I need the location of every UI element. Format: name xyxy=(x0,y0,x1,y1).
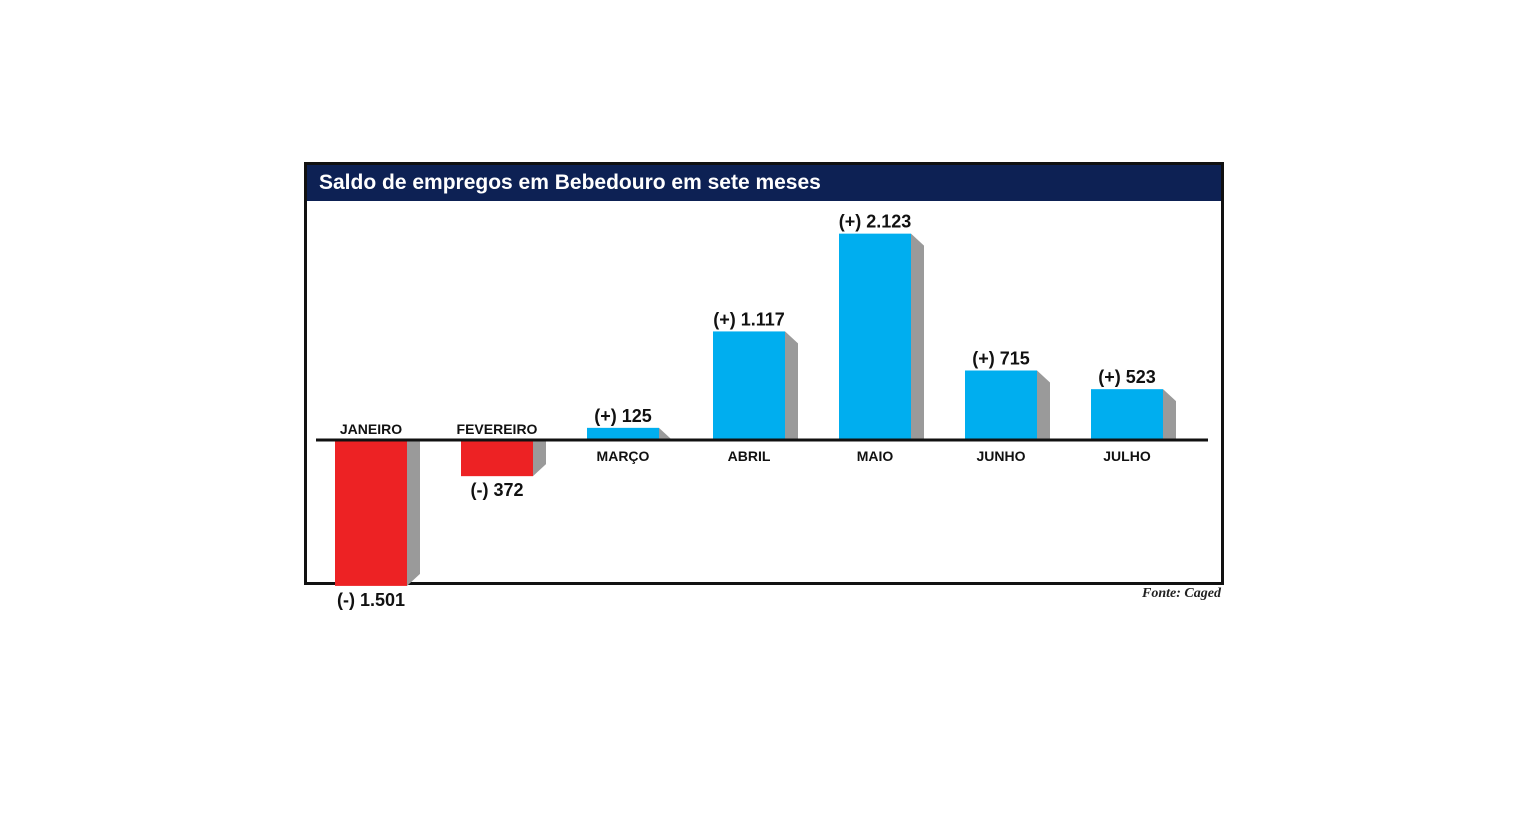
data-label: (+) 125 xyxy=(594,406,652,426)
chart-frame: Saldo de empregos em Bebedouro em sete m… xyxy=(304,162,1224,585)
bars-group: (-) 1.501 JANEIRO (-) 372 FEVEREIRO (+) 125 M… xyxy=(335,212,1176,610)
bar xyxy=(713,331,785,440)
bar-chart: (-) 1.501 JANEIRO (-) 372 FEVEREIRO (+) 125 M… xyxy=(316,212,1208,610)
bar-shadow xyxy=(1037,370,1050,440)
bar xyxy=(839,233,911,440)
bar xyxy=(335,440,407,586)
bar xyxy=(461,440,533,477)
category-label: ABRIL xyxy=(728,448,771,464)
bar xyxy=(1091,389,1163,440)
bar-shadow xyxy=(1163,389,1176,440)
data-label: (+) 2.123 xyxy=(839,212,912,232)
chart-source: Fonte: Caged xyxy=(1142,586,1221,601)
bar-shadow xyxy=(533,440,546,477)
data-label: (+) 1.117 xyxy=(713,309,785,329)
data-label: (-) 1.501 xyxy=(337,590,405,610)
category-label: MARÇO xyxy=(597,448,650,464)
bar-shadow xyxy=(911,233,924,440)
category-label: JUNHO xyxy=(976,448,1025,464)
category-label: FEVEREIRO xyxy=(457,421,538,437)
category-label: JANEIRO xyxy=(340,421,402,437)
data-label: (-) 372 xyxy=(470,480,523,500)
category-label: JULHO xyxy=(1103,448,1151,464)
category-label: MAIO xyxy=(857,448,894,464)
data-label: (+) 715 xyxy=(972,349,1030,369)
bar-shadow xyxy=(407,440,420,586)
bar-shadow xyxy=(785,331,798,440)
bar-shadow xyxy=(659,427,672,440)
bar xyxy=(587,427,659,440)
bar xyxy=(965,370,1037,440)
data-label: (+) 523 xyxy=(1098,367,1156,387)
chart-header: Saldo de empregos em Bebedouro em sete m… xyxy=(307,165,1221,201)
chart-title: Saldo de empregos em Bebedouro em sete m… xyxy=(319,171,821,194)
